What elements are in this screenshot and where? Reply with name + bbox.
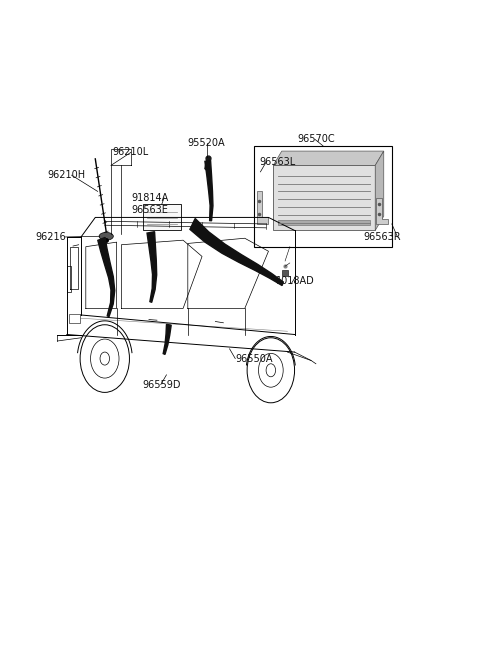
Text: 96563R: 96563R (363, 232, 401, 242)
Text: 95520A: 95520A (188, 138, 226, 148)
Polygon shape (205, 160, 213, 221)
Bar (143, 205, 180, 230)
Polygon shape (273, 151, 384, 165)
Text: 96563L: 96563L (259, 157, 295, 167)
Ellipse shape (99, 232, 113, 240)
Polygon shape (190, 218, 283, 285)
Bar (278, 220, 371, 225)
Bar (67, 266, 71, 292)
Text: 96216: 96216 (35, 232, 66, 242)
Text: 91814A: 91814A (131, 193, 168, 203)
Text: 96570C: 96570C (297, 134, 335, 144)
Bar (273, 165, 375, 230)
Polygon shape (147, 232, 156, 302)
Text: 96210L: 96210L (112, 148, 148, 157)
Polygon shape (163, 324, 171, 354)
Text: 96210H: 96210H (48, 170, 86, 180)
Text: 96559D: 96559D (143, 380, 181, 390)
Text: 1018AD: 1018AD (276, 276, 314, 285)
Polygon shape (257, 192, 268, 224)
Polygon shape (375, 151, 384, 230)
Bar (254, 146, 392, 247)
Bar (69, 314, 80, 323)
Text: 96550A: 96550A (235, 354, 273, 363)
Text: 96563E: 96563E (131, 205, 168, 215)
Polygon shape (205, 159, 210, 172)
Polygon shape (376, 198, 387, 224)
Polygon shape (98, 237, 115, 317)
